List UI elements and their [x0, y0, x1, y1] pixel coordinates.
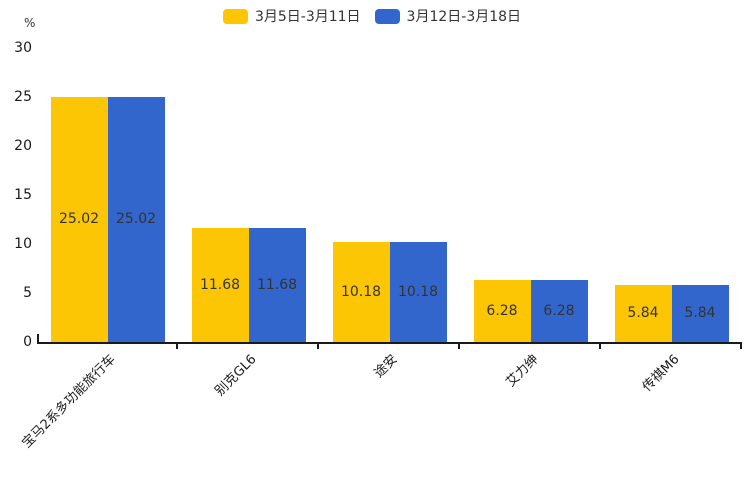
legend-label: 3月5日-3月11日: [254, 9, 361, 25]
y-axis-unit-label: %: [24, 16, 36, 30]
y-axis-tick-label: 0: [23, 334, 32, 350]
bar-cat3-series0[interactable]: 6.28: [473, 280, 531, 342]
legend-item-series-0[interactable]: 3月5日-3月11日: [222, 6, 361, 26]
x-axis-left-tick: [37, 334, 39, 342]
x-axis-category-label-2: 途安: [371, 352, 401, 382]
legend-item-series-1[interactable]: 3月12日-3月18日: [374, 6, 522, 26]
chart-legend: 3月5日-3月11日 3月12日-3月18日: [0, 6, 744, 26]
y-axis-tick-label: 5: [23, 285, 32, 301]
legend-swatch-icon: [222, 8, 248, 24]
bar-cat0-series1[interactable]: 25.02: [107, 96, 165, 342]
bar-cat3-series1[interactable]: 6.28: [530, 280, 588, 342]
y-axis-tick-label: 25: [14, 89, 32, 105]
plot-area: 25.02 25.02 11.68 11.68 10.18 10.18 6.28 6.28 5.…: [37, 48, 742, 344]
bar-value-label: 5.84: [684, 305, 716, 322]
bar-cat2-series1[interactable]: 10.18: [389, 242, 447, 342]
y-axis-tick-label: 30: [14, 40, 32, 56]
y-axis-tick-label: 15: [14, 187, 32, 203]
bar-cat0-series0[interactable]: 25.02: [50, 96, 108, 342]
legend-label: 3月12日-3月18日: [406, 9, 522, 25]
bar-value-label: 5.84: [627, 305, 659, 322]
bar-cat4-series0[interactable]: 5.84: [614, 284, 672, 342]
x-axis-tick: [740, 344, 742, 349]
bar-value-label: 10.18: [340, 284, 382, 301]
y-axis-tick-label: 10: [14, 236, 32, 252]
bar-value-label: 25.02: [58, 211, 100, 228]
x-axis-tick: [176, 344, 178, 349]
x-axis-category-label-4: 传祺M6: [639, 352, 683, 395]
bar-value-label: 6.28: [486, 303, 518, 320]
bar-value-label: 6.28: [543, 303, 575, 320]
bar-value-label: 10.18: [397, 284, 439, 301]
bar-value-label: 25.02: [115, 211, 157, 228]
x-axis-category-label-0: 宝马2系多功能旅行车: [18, 352, 119, 452]
bar-cat4-series1[interactable]: 5.84: [671, 284, 729, 342]
x-axis-category-label-1: 别克GL6: [212, 352, 260, 400]
x-axis-tick: [599, 344, 601, 349]
legend-swatch-icon: [374, 8, 400, 24]
bar-cat1-series1[interactable]: 11.68: [248, 227, 306, 342]
x-axis-tick: [458, 344, 460, 349]
bar-value-label: 11.68: [199, 276, 241, 293]
x-axis-category-label-3: 艾力绅: [502, 352, 542, 391]
bar-value-label: 11.68: [256, 276, 298, 293]
bar-cat1-series0[interactable]: 11.68: [191, 227, 249, 342]
y-axis-tick-label: 20: [14, 138, 32, 154]
x-axis-tick: [317, 344, 319, 349]
bar-cat2-series0[interactable]: 10.18: [332, 242, 390, 342]
